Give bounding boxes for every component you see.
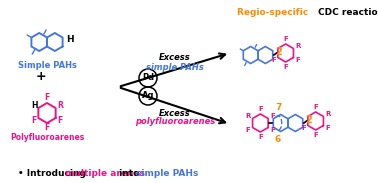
Text: F: F: [295, 57, 300, 63]
Text: F: F: [313, 132, 318, 138]
Text: Polyfluoroarenes: Polyfluoroarenes: [10, 133, 84, 142]
Text: H: H: [31, 101, 37, 110]
Text: F: F: [246, 127, 251, 133]
Text: • Introducing: • Introducing: [18, 169, 89, 178]
Text: F: F: [301, 125, 306, 131]
Text: Simple PAHs: Simple PAHs: [17, 61, 76, 70]
Text: R: R: [57, 101, 63, 110]
Text: R: R: [246, 113, 251, 119]
Text: Excess: Excess: [159, 109, 191, 117]
Text: F: F: [270, 113, 275, 119]
Text: 2: 2: [305, 115, 311, 125]
Text: CDC reaction: CDC reaction: [318, 8, 378, 17]
Text: F: F: [325, 125, 330, 131]
Text: F: F: [258, 106, 263, 112]
Text: F: F: [31, 116, 37, 125]
Text: 2: 2: [275, 47, 282, 57]
Text: 7: 7: [275, 102, 281, 111]
Text: F: F: [44, 124, 50, 132]
Text: H: H: [66, 35, 73, 44]
Text: +: +: [36, 70, 46, 83]
Text: Regio-specific: Regio-specific: [237, 8, 311, 17]
Text: F: F: [283, 36, 288, 42]
Text: R: R: [325, 111, 330, 117]
Text: 6: 6: [275, 135, 281, 143]
Text: F: F: [258, 134, 263, 140]
Text: into: into: [116, 169, 143, 178]
Text: F: F: [57, 116, 63, 125]
Text: F: F: [44, 94, 50, 102]
Text: R: R: [295, 43, 301, 49]
Text: multiple arenes: multiple arenes: [65, 169, 145, 178]
Text: Pd: Pd: [142, 74, 154, 83]
Text: simple PAHs: simple PAHs: [136, 169, 199, 178]
Text: F: F: [313, 104, 318, 110]
Text: Excess: Excess: [159, 53, 191, 63]
Text: Ag: Ag: [142, 92, 154, 100]
Text: polyfluoroarenes: polyfluoroarenes: [135, 117, 215, 126]
Text: F: F: [283, 64, 288, 70]
Text: F: F: [270, 127, 275, 133]
Text: simple PAHs: simple PAHs: [146, 63, 204, 72]
Text: F: F: [271, 57, 276, 63]
